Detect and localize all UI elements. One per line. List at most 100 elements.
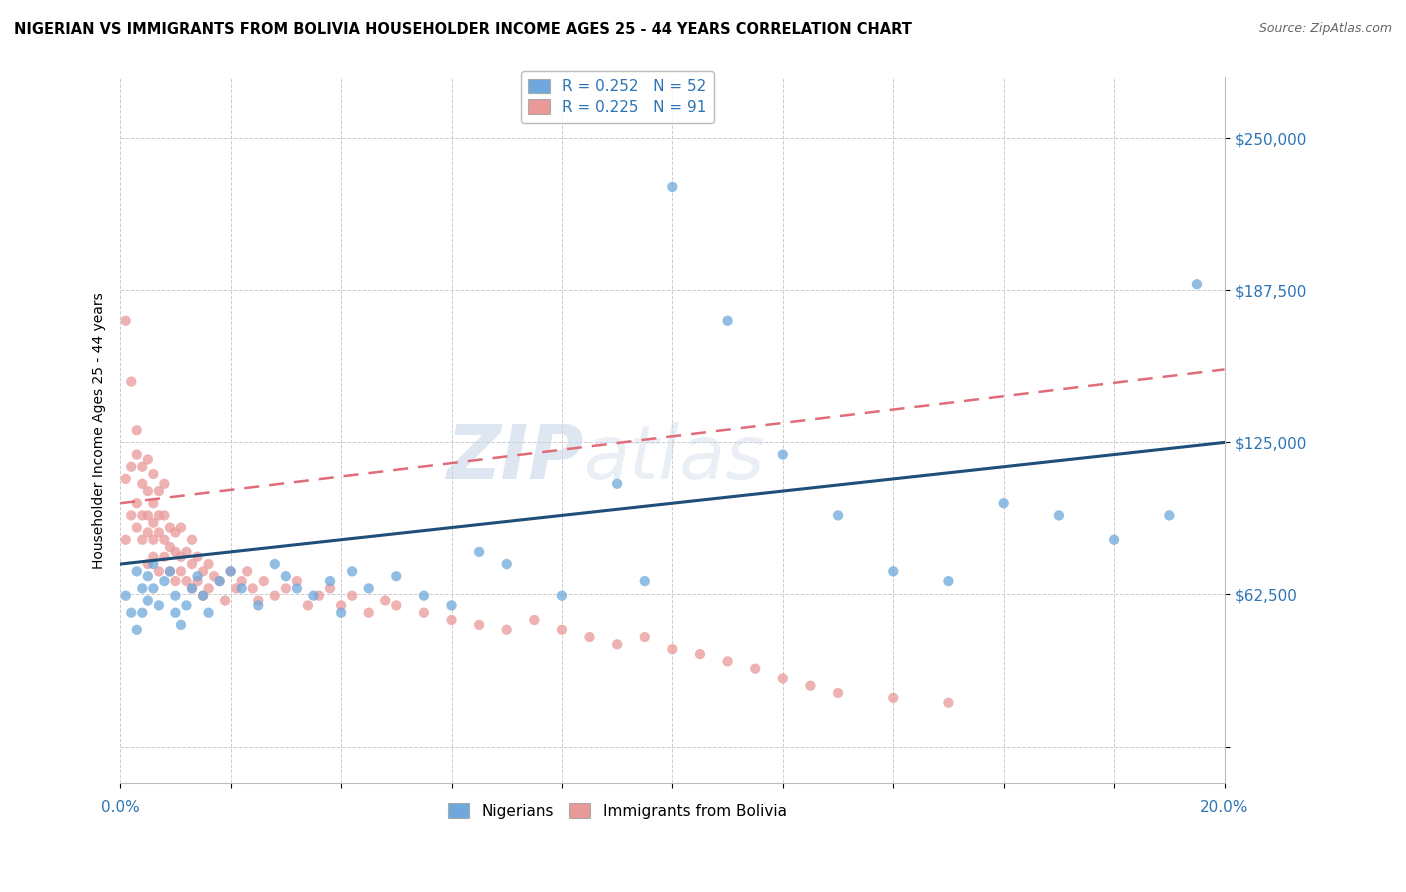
Point	[131, 533, 153, 547]
Text: 20.0%: 20.0%	[1201, 800, 1249, 815]
Point	[176, 545, 198, 559]
Point	[744, 662, 766, 676]
Point	[247, 593, 270, 607]
Point	[159, 565, 181, 579]
Point	[208, 574, 231, 588]
Point	[661, 180, 683, 194]
Point	[114, 472, 136, 486]
Point	[153, 476, 176, 491]
Point	[197, 606, 219, 620]
Point	[1047, 508, 1070, 523]
Point	[385, 599, 408, 613]
Point	[772, 672, 794, 686]
Point	[148, 565, 170, 579]
Point	[125, 623, 148, 637]
Point	[214, 593, 236, 607]
Point	[165, 574, 187, 588]
Point	[131, 476, 153, 491]
Point	[236, 565, 259, 579]
Point	[1159, 508, 1181, 523]
Text: Source: ZipAtlas.com: Source: ZipAtlas.com	[1258, 22, 1392, 36]
Point	[606, 637, 628, 651]
Point	[606, 476, 628, 491]
Point	[165, 589, 187, 603]
Point	[131, 508, 153, 523]
Point	[827, 686, 849, 700]
Point	[274, 582, 297, 596]
Point	[225, 582, 247, 596]
Point	[523, 613, 546, 627]
Point	[202, 569, 225, 583]
Point	[136, 508, 159, 523]
Point	[634, 630, 657, 644]
Point	[165, 606, 187, 620]
Point	[716, 314, 738, 328]
Point	[186, 569, 208, 583]
Point	[330, 599, 353, 613]
Point	[374, 593, 396, 607]
Point	[302, 589, 325, 603]
Point	[716, 654, 738, 668]
Point	[191, 565, 214, 579]
Point	[412, 589, 434, 603]
Point	[142, 533, 165, 547]
Point	[219, 565, 242, 579]
Point	[340, 589, 363, 603]
Point	[357, 606, 380, 620]
Point	[578, 630, 600, 644]
Point	[661, 642, 683, 657]
Point	[136, 525, 159, 540]
Point	[181, 557, 204, 571]
Y-axis label: Householder Income Ages 25 - 44 years: Householder Income Ages 25 - 44 years	[93, 292, 107, 568]
Legend: Nigerians, Immigrants from Bolivia: Nigerians, Immigrants from Bolivia	[441, 797, 793, 825]
Point	[125, 520, 148, 534]
Point	[176, 599, 198, 613]
Point	[136, 569, 159, 583]
Point	[148, 508, 170, 523]
Point	[263, 557, 285, 571]
Text: atlas: atlas	[583, 423, 765, 494]
Point	[125, 448, 148, 462]
Point	[125, 423, 148, 437]
Point	[1102, 533, 1125, 547]
Point	[634, 574, 657, 588]
Point	[120, 508, 142, 523]
Point	[208, 574, 231, 588]
Point	[242, 582, 264, 596]
Point	[181, 582, 204, 596]
Point	[153, 533, 176, 547]
Point	[153, 574, 176, 588]
Point	[191, 589, 214, 603]
Point	[159, 540, 181, 554]
Point	[142, 496, 165, 510]
Point	[772, 448, 794, 462]
Point	[551, 623, 574, 637]
Point	[120, 459, 142, 474]
Point	[1185, 277, 1208, 292]
Point	[319, 574, 342, 588]
Point	[153, 549, 176, 564]
Point	[938, 574, 960, 588]
Point	[799, 679, 821, 693]
Point	[170, 565, 193, 579]
Point	[125, 565, 148, 579]
Point	[247, 599, 270, 613]
Point	[170, 618, 193, 632]
Point	[495, 557, 517, 571]
Point	[142, 582, 165, 596]
Point	[148, 525, 170, 540]
Point	[114, 533, 136, 547]
Point	[219, 565, 242, 579]
Point	[938, 696, 960, 710]
Point	[231, 574, 253, 588]
Point	[495, 623, 517, 637]
Point	[186, 549, 208, 564]
Point	[136, 452, 159, 467]
Point	[468, 618, 491, 632]
Point	[148, 599, 170, 613]
Point	[120, 375, 142, 389]
Point	[197, 557, 219, 571]
Point	[412, 606, 434, 620]
Point	[253, 574, 276, 588]
Point	[197, 582, 219, 596]
